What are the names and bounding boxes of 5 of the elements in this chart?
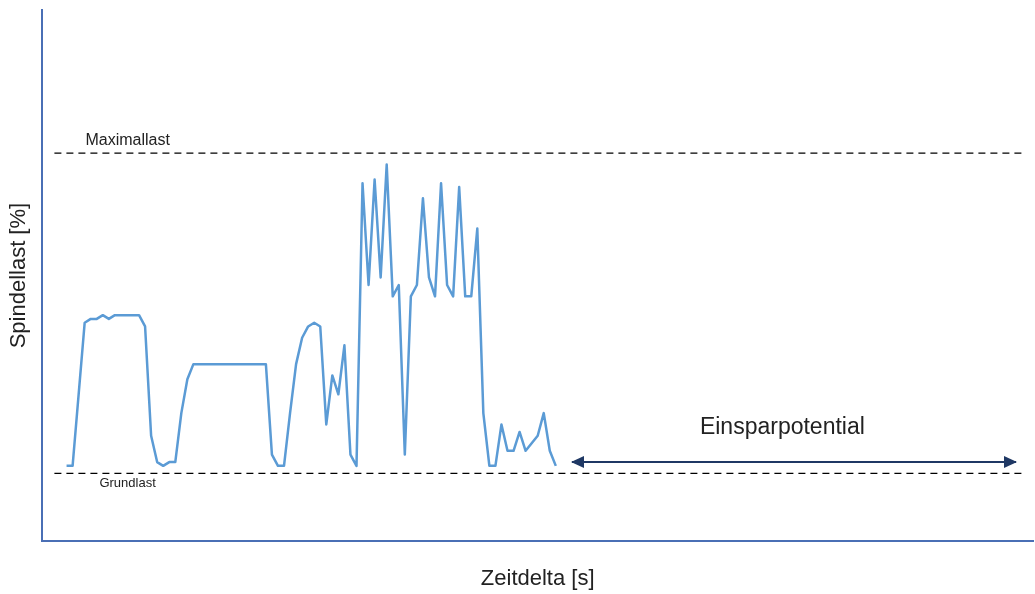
x-axis-title: Zeitdelta [s] (480, 564, 595, 590)
ref-line-label: Grundlast (99, 475, 157, 491)
ref-line-label: Maximallast (85, 130, 171, 148)
annotation: Einsparpotential (699, 413, 865, 440)
y-axis-title: Spindellast [%] (5, 202, 31, 349)
